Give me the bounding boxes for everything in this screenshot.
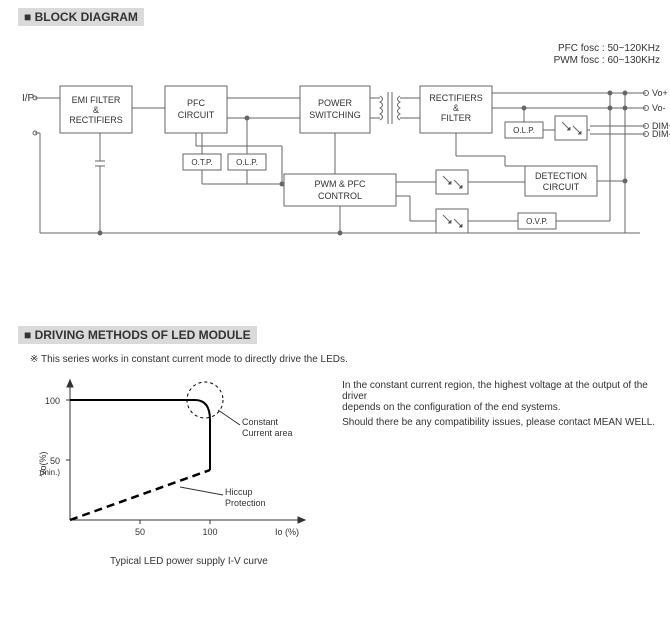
block-diagram: PFC fosc : 50~120KHz PWM fosc : 60~130KH… (0, 26, 670, 296)
svg-text:50: 50 (135, 527, 145, 537)
svg-text:RECTIFIERS: RECTIFIERS (429, 93, 483, 103)
svg-text:Protection: Protection (225, 498, 266, 508)
svg-text:100: 100 (45, 396, 60, 406)
svg-text:Io (%): Io (%) (275, 527, 299, 537)
svg-text:CONTROL: CONTROL (318, 191, 362, 201)
svg-text:DETECTION: DETECTION (535, 171, 587, 181)
svg-text:FILTER: FILTER (441, 113, 472, 123)
svg-text:CIRCUIT: CIRCUIT (543, 182, 580, 192)
svg-text:O.V.P.: O.V.P. (526, 217, 548, 226)
iv-curve-chart: 100 50 (min.) 50 100 Vo(%) Io (%) Consta… (0, 375, 342, 550)
driving-methods-header: DRIVING METHODS OF LED MODULE (18, 326, 257, 344)
svg-text:Current area: Current area (242, 428, 293, 438)
svg-text:50: 50 (50, 456, 60, 466)
svg-text:PWM & PFC: PWM & PFC (315, 179, 366, 189)
svg-text:O.L.P.: O.L.P. (236, 158, 258, 167)
note-text: This series works in constant current mo… (30, 354, 670, 365)
svg-text:RECTIFIERS: RECTIFIERS (69, 115, 123, 125)
svg-text:SWITCHING: SWITCHING (309, 110, 361, 120)
svg-text:CIRCUIT: CIRCUIT (178, 110, 215, 120)
chart-description: In the constant current region, the high… (342, 375, 670, 428)
svg-text:Hiccup: Hiccup (225, 487, 253, 497)
svg-text:Vo(%): Vo(%) (38, 451, 48, 476)
svg-text:Constant: Constant (242, 417, 279, 427)
block-diagram-header: BLOCK DIAGRAM (18, 8, 144, 26)
svg-text:PFC: PFC (187, 98, 206, 108)
svg-text:O.T.P.: O.T.P. (191, 158, 212, 167)
svg-text:O.L.P.: O.L.P. (513, 126, 535, 135)
svg-text:POWER: POWER (318, 98, 353, 108)
svg-text:&: & (453, 103, 459, 113)
svg-text:Vo+: Vo+ (652, 88, 668, 98)
svg-text:PFC fosc : 50~120KHz: PFC fosc : 50~120KHz (558, 43, 660, 54)
svg-text:Vo-: Vo- (652, 103, 666, 113)
svg-text:100: 100 (202, 527, 217, 537)
chart-caption: Typical LED power supply I-V curve (110, 556, 670, 567)
svg-text:EMI FILTER: EMI FILTER (72, 95, 121, 105)
svg-text:&: & (93, 105, 99, 115)
svg-text:PWM fosc : 60~130KHz: PWM fosc : 60~130KHz (554, 55, 660, 66)
svg-text:DIM-: DIM- (652, 129, 670, 139)
